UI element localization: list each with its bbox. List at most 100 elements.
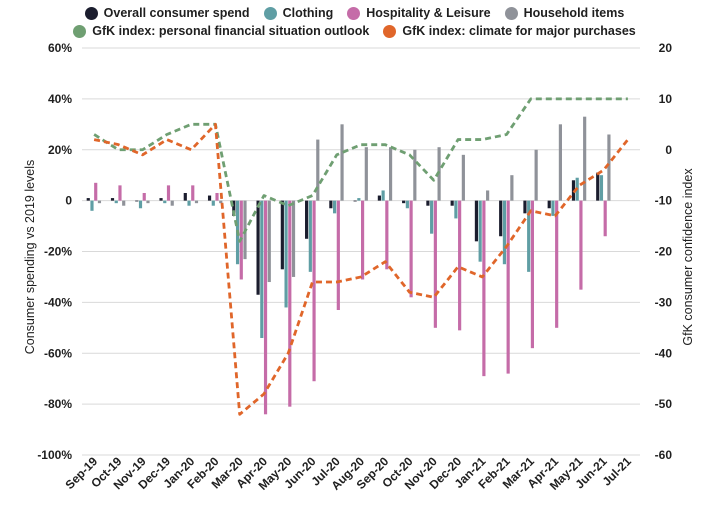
bar-household-items xyxy=(583,116,587,201)
bar-overall-consumer-spend xyxy=(353,200,357,202)
y2-tick-label: 20 xyxy=(659,41,673,55)
bar-household-items xyxy=(122,200,126,206)
bar-overall-consumer-spend xyxy=(426,200,430,206)
bar-household-items xyxy=(558,124,562,201)
bar-hospitality-leisure xyxy=(555,200,559,328)
y2-tick-label: 10 xyxy=(659,92,673,106)
y-tick-label: -60% xyxy=(44,346,72,360)
bar-hospitality-leisure xyxy=(336,200,340,311)
y-tick-label: -100% xyxy=(37,448,72,462)
legend-label-overall: Overall consumer spend xyxy=(103,6,250,20)
bar-overall-consumer-spend xyxy=(547,200,551,209)
bar-household-items xyxy=(364,147,368,201)
legend-label-gfk-major: GfK index: climate for major purchases xyxy=(402,24,636,38)
bar-hospitality-leisure xyxy=(142,192,146,201)
bar-clothing xyxy=(333,200,337,214)
bar-clothing xyxy=(284,200,288,308)
bar-overall-consumer-spend xyxy=(207,195,212,201)
bar-hospitality-leisure xyxy=(579,200,583,290)
legend-swatch-hospitality xyxy=(347,6,361,20)
bar-clothing xyxy=(430,200,434,234)
bar-overall-consumer-spend xyxy=(280,200,284,270)
y2-tick-label: 0 xyxy=(665,143,672,157)
y2-tick-label: -20 xyxy=(655,245,673,259)
bar-hospitality-leisure xyxy=(361,200,365,280)
y2-tick-label: -40 xyxy=(655,346,673,360)
bar-clothing xyxy=(502,200,507,265)
bar-hospitality-leisure xyxy=(215,192,219,201)
bar-hospitality-leisure xyxy=(94,182,98,201)
y-tick-label: 60% xyxy=(48,41,72,55)
bar-overall-consumer-spend xyxy=(135,200,139,202)
bar-hospitality-leisure xyxy=(288,200,292,407)
bar-clothing xyxy=(454,200,458,219)
bar-hospitality-leisure xyxy=(118,185,122,201)
bar-clothing xyxy=(187,200,191,206)
bar-clothing xyxy=(138,200,143,209)
bar-clothing xyxy=(527,200,531,272)
bar-overall-consumer-spend xyxy=(329,200,333,209)
y2-tick-label: -10 xyxy=(655,194,673,208)
legend-item-gfk-personal: GfK index: personal financial situation … xyxy=(73,24,369,38)
bar-household-items xyxy=(413,149,417,201)
bar-household-items xyxy=(388,147,393,201)
legend-label-clothing: Clothing xyxy=(282,6,334,20)
bar-overall-consumer-spend xyxy=(499,200,503,237)
bar-household-items xyxy=(534,149,538,201)
legend-swatch-clothing xyxy=(263,6,277,20)
legend-label-household: Household items xyxy=(523,6,625,20)
line-gfk-personal-financial-outlook xyxy=(93,97,628,243)
bar-overall-consumer-spend xyxy=(523,200,527,214)
bar-clothing xyxy=(90,200,94,211)
legend-label-hospitality: Hospitality & Leisure xyxy=(366,6,491,20)
bar-overall-consumer-spend xyxy=(377,195,381,201)
y2-tick-label: -60 xyxy=(655,448,673,462)
bar-overall-consumer-spend xyxy=(402,200,406,204)
bar-household-items xyxy=(97,200,102,204)
legend-row-2: GfK index: personal financial situation … xyxy=(0,24,709,38)
y-tick-label: 0 xyxy=(65,194,72,208)
bar-clothing xyxy=(211,200,215,206)
legend-swatch-gfk-personal xyxy=(73,24,87,38)
bar-overall-consumer-spend xyxy=(110,198,115,201)
bar-household-items xyxy=(316,139,320,201)
bar-household-items xyxy=(607,134,611,201)
bar-hospitality-leisure xyxy=(191,185,195,201)
bar-household-items xyxy=(170,200,174,206)
legend-item-hospitality: Hospitality & Leisure xyxy=(347,6,491,20)
y-tick-label: -20% xyxy=(44,245,72,259)
y-tick-label: -40% xyxy=(44,295,72,309)
bar-overall-consumer-spend xyxy=(305,200,309,239)
bar-overall-consumer-spend xyxy=(571,180,576,201)
bar-household-items xyxy=(291,200,296,277)
legend-swatch-gfk-major xyxy=(383,24,397,38)
line-gfk-major-purchases xyxy=(93,122,629,416)
bar-hospitality-leisure xyxy=(458,200,462,331)
bar-overall-consumer-spend xyxy=(474,200,479,242)
bar-household-items xyxy=(461,154,465,201)
bar-household-items xyxy=(486,190,490,201)
bar-hospitality-leisure xyxy=(385,200,389,270)
bar-overall-consumer-spend xyxy=(159,198,163,201)
y-tick-label: 20% xyxy=(48,143,72,157)
bar-clothing xyxy=(599,175,604,201)
bar-household-items xyxy=(267,200,271,283)
bar-household-items xyxy=(194,200,199,204)
bar-overall-consumer-spend xyxy=(596,172,600,201)
bar-household-items xyxy=(510,175,514,201)
bar-household-items xyxy=(146,200,150,204)
bar-clothing xyxy=(260,200,264,338)
legend-item-clothing: Clothing xyxy=(263,6,334,20)
bar-overall-consumer-spend xyxy=(450,200,454,206)
y2-tick-label: -30 xyxy=(655,295,673,309)
bar-hospitality-leisure xyxy=(263,200,268,415)
bar-hospitality-leisure xyxy=(482,200,486,377)
bar-hospitality-leisure xyxy=(530,200,534,349)
bar-clothing xyxy=(478,200,482,262)
bar-clothing xyxy=(381,190,385,201)
bar-hospitality-leisure xyxy=(166,185,171,201)
bar-clothing xyxy=(405,200,409,209)
y-tick-label: -80% xyxy=(44,397,72,411)
legend-row-1: Overall consumer spend Clothing Hospital… xyxy=(0,6,709,20)
y-tick-label: 40% xyxy=(48,92,72,106)
